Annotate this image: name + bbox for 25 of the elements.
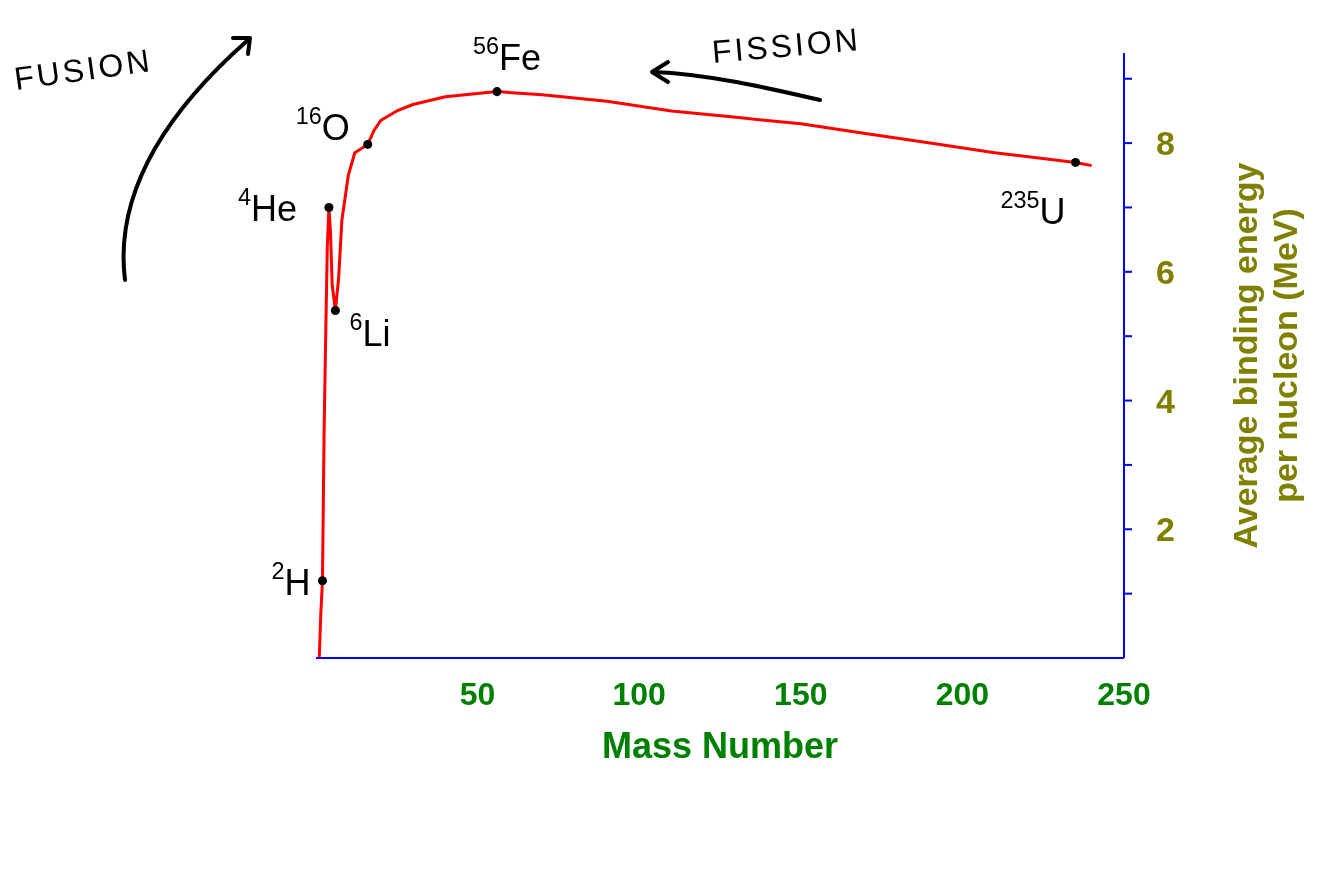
text: FUSION <box>11 41 155 97</box>
x-tick-label: 200 <box>935 675 990 712</box>
y-tick-label: 6 <box>1156 252 1175 291</box>
point <box>317 576 327 586</box>
y-tick-label: 4 <box>1156 381 1175 420</box>
y-tick-label: 8 <box>1156 124 1175 163</box>
point <box>492 87 502 97</box>
annotation: $^{2}$H <box>271 557 311 603</box>
x-tick-label: 250 <box>1097 675 1151 712</box>
y-tick-label: 2 <box>1156 510 1175 549</box>
point <box>1071 157 1081 167</box>
point <box>330 305 340 315</box>
annotation: FISSION <box>710 21 863 70</box>
point <box>363 139 373 149</box>
x-axis-title: Mass Number <box>601 725 839 766</box>
annotation: $^{56}$Fe <box>472 32 542 78</box>
annotation: $^{235}$U <box>1000 187 1066 233</box>
x-tick-label: 150 <box>774 675 828 712</box>
x-tick-label: 50 <box>459 675 496 712</box>
point <box>324 202 334 212</box>
y-axis-title: Average binding energy per nucleon (MeV) <box>1226 162 1304 549</box>
annotation: $^{16}$O <box>295 103 350 149</box>
annotation: $^{6}$Li <box>349 309 391 355</box>
annotation: $^{4}$He <box>237 184 297 230</box>
x-tick-label: 100 <box>612 675 666 712</box>
